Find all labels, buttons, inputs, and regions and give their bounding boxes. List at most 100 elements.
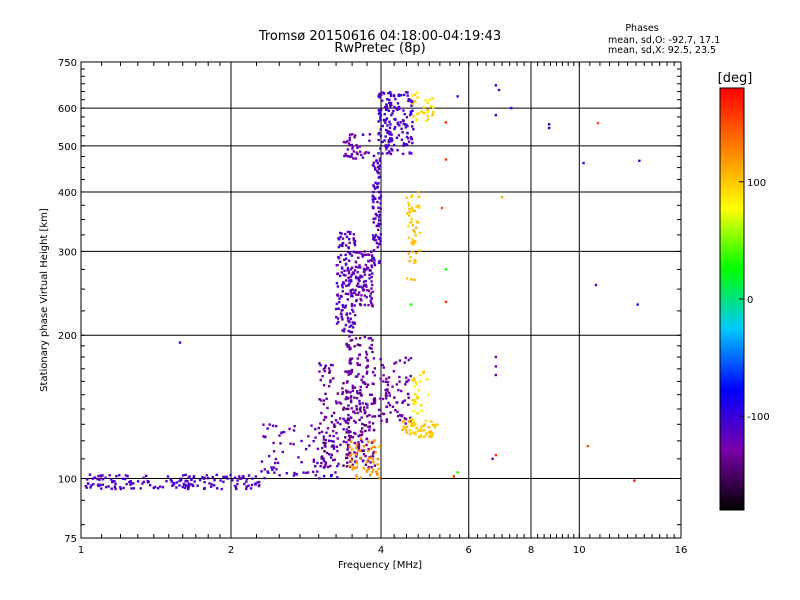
- data-point: [314, 428, 317, 431]
- data-point: [353, 239, 357, 243]
- data-point: [409, 110, 413, 113]
- data-point: [343, 327, 346, 331]
- data-point: [345, 431, 348, 434]
- data-point: [189, 483, 193, 486]
- data-point: [422, 435, 426, 439]
- data-point: [372, 190, 375, 194]
- data-point: [354, 265, 358, 269]
- data-point: [165, 479, 168, 483]
- data-point: [494, 453, 498, 457]
- data-point: [371, 458, 375, 461]
- data-point: [429, 434, 432, 437]
- data-point: [410, 195, 413, 199]
- data-point: [348, 436, 352, 439]
- data-point: [377, 408, 381, 412]
- data-point: [101, 478, 105, 481]
- data-point: [357, 447, 361, 451]
- data-point: [409, 98, 412, 102]
- data-point: [412, 418, 415, 422]
- data-point: [359, 434, 362, 437]
- data-point: [328, 434, 332, 437]
- data-point: [430, 420, 433, 423]
- data-point: [426, 378, 429, 381]
- data-point: [390, 139, 394, 142]
- data-point: [312, 458, 316, 462]
- data-point: [373, 235, 376, 239]
- data-point: [360, 440, 364, 444]
- data-point: [206, 476, 210, 480]
- data-point: [338, 417, 342, 420]
- data-point: [403, 399, 407, 402]
- data-point: [348, 279, 351, 282]
- data-point: [354, 261, 358, 264]
- data-point: [376, 228, 380, 232]
- data-point: [371, 305, 374, 308]
- data-point: [409, 356, 413, 360]
- data-point: [394, 408, 397, 412]
- data-point: [322, 441, 325, 445]
- data-point: [348, 362, 351, 365]
- data-point: [409, 136, 413, 139]
- data-point: [344, 323, 348, 327]
- data-point: [355, 151, 358, 154]
- data-point: [348, 346, 352, 349]
- data-point: [355, 293, 358, 296]
- data-point: [378, 175, 381, 179]
- data-point: [179, 477, 182, 480]
- data-point: [341, 304, 344, 307]
- data-point: [418, 435, 421, 439]
- data-point: [370, 264, 373, 267]
- data-point: [353, 441, 356, 445]
- y-tick-label: 600: [58, 104, 77, 115]
- data-point: [408, 420, 411, 424]
- data-point: [385, 147, 388, 151]
- data-point: [292, 429, 296, 432]
- data-point: [323, 366, 327, 369]
- data-point: [349, 399, 353, 402]
- data-point: [343, 419, 346, 422]
- data-point: [365, 470, 368, 473]
- data-point: [408, 152, 411, 155]
- data-point: [409, 255, 412, 259]
- data-point: [413, 385, 416, 388]
- data-point: [379, 128, 382, 131]
- data-point: [348, 312, 352, 315]
- data-point: [368, 133, 372, 136]
- data-point: [403, 361, 407, 364]
- data-point: [370, 287, 373, 290]
- data-point: [359, 303, 362, 307]
- y-tick-label: 300: [58, 247, 77, 258]
- data-point: [347, 329, 350, 333]
- data-point: [420, 425, 423, 428]
- data-point: [359, 438, 363, 442]
- data-point: [385, 391, 388, 395]
- data-point: [347, 453, 350, 457]
- data-point: [342, 428, 345, 431]
- data-point: [364, 463, 368, 466]
- data-point: [379, 118, 382, 122]
- data-point: [371, 350, 374, 354]
- data-point: [336, 437, 339, 440]
- data-point: [397, 106, 401, 109]
- data-point: [89, 486, 92, 489]
- data-point: [359, 430, 363, 433]
- data-point: [220, 487, 223, 491]
- data-point: [374, 233, 378, 237]
- data-point: [324, 364, 327, 367]
- data-point: [357, 449, 360, 453]
- data-point: [362, 280, 366, 283]
- data-point: [215, 473, 218, 477]
- data-point: [147, 480, 150, 483]
- y-tick-label: 75: [64, 534, 77, 545]
- data-point: [417, 195, 421, 198]
- data-point: [372, 200, 375, 204]
- data-point: [353, 419, 356, 423]
- data-point: [108, 474, 111, 477]
- data-point: [142, 480, 146, 484]
- data-point: [494, 84, 498, 87]
- data-point: [429, 430, 433, 433]
- data-point: [367, 259, 370, 263]
- data-point: [362, 467, 365, 470]
- data-point: [359, 385, 362, 389]
